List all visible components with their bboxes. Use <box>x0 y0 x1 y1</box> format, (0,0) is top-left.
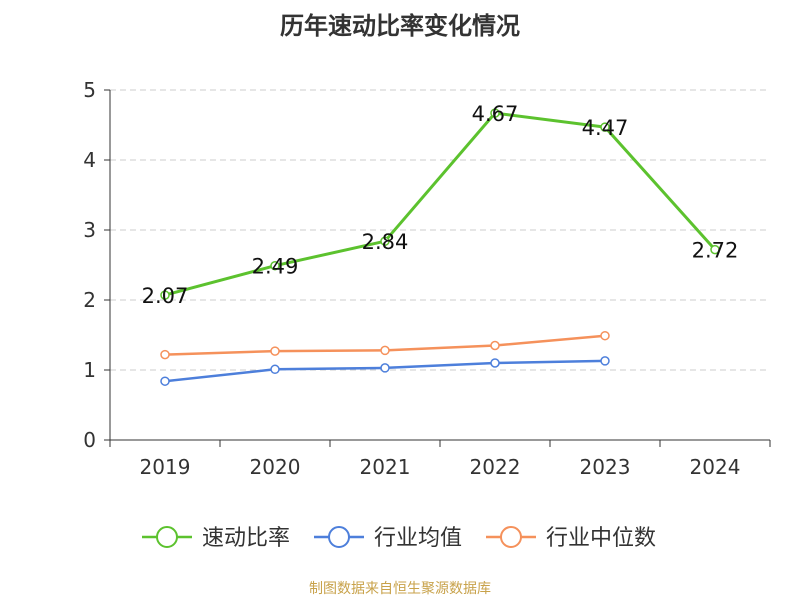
data-label: 2.72 <box>692 239 739 263</box>
y-tick-label: 1 <box>83 358 96 382</box>
data-point[interactable] <box>490 358 500 368</box>
x-tick-label: 2021 <box>360 455 411 479</box>
data-label: 2.07 <box>142 284 189 308</box>
y-tick-label: 3 <box>83 218 96 242</box>
y-tick-label: 4 <box>83 148 96 172</box>
legend-label: 速动比率 <box>202 526 290 551</box>
legend-item-1[interactable]: 行业均值 <box>314 526 462 551</box>
data-point[interactable] <box>160 290 170 300</box>
data-point[interactable] <box>380 345 390 356</box>
data-label: 2.84 <box>362 230 409 254</box>
data-point[interactable] <box>270 346 280 356</box>
y-tick-label: 5 <box>83 78 96 102</box>
grid-lines <box>110 89 770 371</box>
y-tick-label: 0 <box>83 428 96 452</box>
data-label: 2.49 <box>252 255 299 279</box>
data-point[interactable] <box>600 330 610 341</box>
x-tick-label: 2024 <box>690 455 741 479</box>
data-point[interactable] <box>380 363 390 373</box>
legend-label: 行业中位数 <box>546 526 656 551</box>
source-note: 制图数据来自恒生聚源数据库 <box>309 581 491 597</box>
data-point[interactable] <box>270 260 280 271</box>
data-point[interactable] <box>600 356 610 366</box>
x-tick-label: 2019 <box>140 455 191 479</box>
data-label: 4.67 <box>472 102 519 126</box>
data-point[interactable] <box>270 364 280 375</box>
data-point[interactable] <box>490 340 500 351</box>
x-tick-label: 2022 <box>470 455 521 479</box>
y-tick-label: 2 <box>83 288 96 312</box>
data-point[interactable] <box>160 376 170 386</box>
series-line-0 <box>164 111 717 297</box>
x-tick-label: 2020 <box>250 455 301 479</box>
legend-swatch-marker <box>156 526 178 548</box>
data-point[interactable] <box>490 108 500 118</box>
series-lines <box>160 108 720 386</box>
data-point[interactable] <box>600 122 610 132</box>
legend-swatch-marker <box>328 526 350 548</box>
axes: 0 1 2 3 4 5 2019 2020 2021 2022 2023 2024 <box>83 78 771 479</box>
legend-label: 行业均值 <box>374 526 462 551</box>
data-point[interactable] <box>380 236 390 246</box>
data-labels: 2.07 2.49 2.84 4.67 4.47 2.72 <box>142 102 739 308</box>
legend-item-2[interactable]: 行业中位数 <box>486 526 656 551</box>
data-label: 4.47 <box>582 116 629 140</box>
data-point[interactable] <box>710 244 720 255</box>
legend-swatch-marker <box>500 526 522 548</box>
legend-item-0[interactable]: 速动比率 <box>142 526 290 551</box>
legend[interactable]: 速动比率 行业均值 行业中位数 <box>142 526 656 551</box>
chart-title: 历年速动比率变化情况 <box>280 12 520 40</box>
data-point[interactable] <box>160 349 170 360</box>
x-tick-label: 2023 <box>580 455 631 479</box>
